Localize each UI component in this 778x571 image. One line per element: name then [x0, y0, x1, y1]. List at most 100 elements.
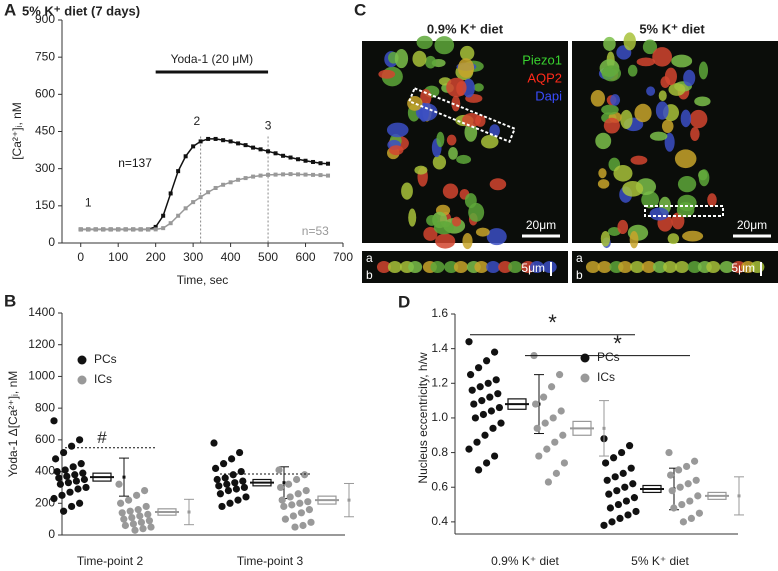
y-tick-label: 0: [48, 235, 55, 249]
point: [475, 466, 483, 474]
point: [305, 506, 313, 514]
cell: [622, 180, 644, 197]
point: [224, 487, 232, 495]
point: [72, 477, 80, 485]
y-tick-label: 600: [35, 432, 55, 446]
point: [484, 379, 492, 387]
point: [551, 438, 559, 446]
roi-box: [644, 205, 724, 217]
point: [266, 149, 271, 154]
image-title: 5% K⁺ diet: [639, 21, 705, 36]
cell: [376, 261, 391, 273]
point: [53, 467, 61, 476]
point: [683, 462, 691, 471]
point: [621, 483, 629, 491]
strip-label: a: [366, 251, 373, 265]
cell: [489, 178, 507, 191]
mean-dot: [602, 426, 606, 430]
point: [212, 464, 220, 472]
point: [78, 227, 83, 232]
point: [82, 483, 90, 492]
cell: [706, 261, 721, 273]
series-label: n=137: [118, 156, 152, 170]
point: [251, 174, 256, 179]
cell: [663, 261, 678, 273]
point: [64, 479, 72, 487]
cell: [486, 228, 507, 246]
point: [613, 487, 621, 495]
channel-label: Dapi: [535, 88, 562, 103]
cell: [682, 230, 704, 242]
mean-dot: [122, 475, 126, 479]
cell: [451, 95, 461, 112]
point: [535, 452, 543, 460]
strip-label: a: [576, 251, 583, 265]
annotation: Yoda-1 (20 μM): [171, 52, 254, 66]
point: [288, 155, 293, 160]
y-tick-label: 0.6: [431, 479, 448, 493]
panel-label: A: [4, 0, 16, 19]
point: [667, 471, 675, 479]
annotation: 3: [265, 119, 272, 133]
cell: [680, 109, 692, 128]
cell: [603, 36, 616, 51]
point: [494, 390, 502, 398]
cell: [508, 261, 523, 273]
legend-marker: [580, 353, 590, 363]
point: [687, 514, 696, 523]
cell: [600, 230, 611, 247]
y-tick-label: 1400: [28, 305, 55, 319]
point: [470, 400, 478, 408]
cell: [436, 131, 445, 148]
point: [58, 491, 66, 499]
cell: [623, 32, 636, 51]
x-tick-label: 500: [258, 250, 278, 264]
point: [55, 474, 63, 482]
point: [273, 172, 278, 177]
cell: [642, 39, 658, 55]
y-tick-label: 1.2: [431, 375, 448, 389]
point: [684, 480, 692, 488]
point: [69, 463, 77, 471]
point: [71, 471, 79, 479]
point: [560, 459, 569, 467]
point: [191, 144, 196, 149]
cell: [613, 165, 633, 182]
y-tick-label: 1.6: [431, 306, 448, 320]
point: [624, 511, 632, 519]
cell: [453, 261, 468, 273]
point: [540, 393, 548, 401]
cell: [641, 261, 656, 273]
point: [559, 431, 567, 439]
cell: [446, 134, 457, 146]
cell: [629, 230, 639, 249]
legend-label: PCs: [597, 350, 620, 364]
point: [251, 145, 256, 150]
cell: [407, 95, 423, 111]
point: [311, 159, 316, 164]
chart-title: 5% K⁺ diet (7 days): [22, 3, 140, 18]
point: [76, 499, 84, 507]
cell: [387, 261, 402, 273]
point: [299, 521, 307, 530]
point: [50, 494, 58, 503]
point: [153, 227, 158, 232]
y-tick-label: 150: [35, 198, 55, 212]
cell: [641, 191, 660, 209]
roi-box: [408, 86, 516, 144]
point: [557, 407, 565, 415]
line-series: [80, 138, 329, 231]
point: [161, 213, 166, 218]
point: [60, 507, 68, 515]
point: [93, 227, 98, 232]
point: [76, 436, 84, 444]
series-label: n=53: [302, 224, 329, 238]
point: [221, 182, 226, 187]
annotation: 2: [194, 114, 201, 128]
cell: [698, 169, 710, 187]
y-axis-title: Yoda-1 Δ[Ca²⁺]ᵢ, nM: [6, 371, 20, 478]
point: [134, 506, 142, 514]
cell: [597, 179, 610, 189]
point: [281, 515, 289, 523]
point: [468, 386, 476, 394]
